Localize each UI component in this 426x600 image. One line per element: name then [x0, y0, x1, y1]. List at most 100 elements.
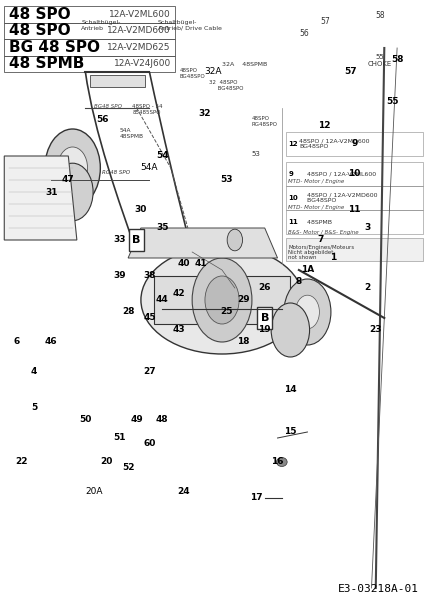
Text: 12: 12	[317, 121, 330, 130]
Text: Schaltbügel-
Antrieb: Schaltbügel- Antrieb	[81, 20, 120, 31]
Text: 48SPO / 12A-V2MD600
    BG48SPO: 48SPO / 12A-V2MD600 BG48SPO	[298, 193, 377, 203]
Text: B: B	[132, 235, 141, 245]
Circle shape	[45, 129, 100, 207]
Text: 32: 32	[198, 109, 211, 118]
Text: 58: 58	[390, 55, 403, 64]
Text: 20A: 20A	[85, 487, 102, 496]
Polygon shape	[4, 156, 77, 240]
Text: RG48 SPO: RG48 SPO	[102, 170, 130, 175]
Circle shape	[271, 303, 309, 357]
Text: 2: 2	[363, 283, 369, 292]
Text: 55: 55	[386, 97, 398, 107]
Text: 11: 11	[288, 219, 297, 225]
Text: 32A    48SPMB: 32A 48SPMB	[222, 62, 267, 67]
Text: 48 SPMB: 48 SPMB	[9, 56, 84, 71]
Text: 48SPO
RG48SPO: 48SPO RG48SPO	[251, 116, 277, 127]
Text: 16: 16	[271, 457, 283, 467]
Text: 38: 38	[143, 271, 155, 280]
Text: 39: 39	[113, 271, 126, 280]
Text: 32A: 32A	[204, 67, 222, 76]
Text: 55
CHOKE: 55 CHOKE	[367, 54, 391, 67]
Text: 50: 50	[79, 415, 91, 424]
Text: 29: 29	[236, 295, 249, 304]
Text: 43: 43	[173, 325, 185, 335]
Text: 54A: 54A	[141, 163, 158, 173]
Polygon shape	[89, 75, 145, 87]
Text: 6: 6	[14, 337, 20, 346]
Circle shape	[52, 163, 93, 221]
Text: 17: 17	[249, 493, 262, 502]
Text: 45: 45	[143, 313, 155, 323]
Ellipse shape	[276, 457, 287, 467]
Text: MTD- Motor / Engine: MTD- Motor / Engine	[288, 205, 344, 210]
Text: 48SPO - 54
85485SPO: 48SPO - 54 85485SPO	[132, 104, 162, 115]
Text: E3-03218A-01: E3-03218A-01	[337, 584, 417, 594]
Text: 48 SPO: 48 SPO	[9, 7, 70, 22]
Text: 48SPMB: 48SPMB	[298, 220, 331, 224]
Text: 54A
48SPMB: 54A 48SPMB	[119, 128, 143, 139]
Text: 12A-V24J600: 12A-V24J600	[113, 59, 170, 68]
Text: 19: 19	[258, 325, 271, 335]
Text: 53: 53	[251, 151, 260, 157]
Text: 18: 18	[236, 337, 249, 346]
Circle shape	[295, 295, 319, 329]
Text: 46: 46	[45, 337, 58, 346]
Text: 12A-V2MD600: 12A-V2MD600	[107, 26, 170, 35]
Text: 44: 44	[155, 295, 168, 304]
Text: Nicht abgebildet-
not shown: Nicht abgebildet- not shown	[288, 250, 335, 260]
Text: B: B	[260, 313, 268, 323]
Bar	[129, 229, 144, 251]
Text: Schaltbügel-
Antrieb/ Drive Cable: Schaltbügel- Antrieb/ Drive Cable	[158, 20, 222, 31]
Bar	[4, 6, 175, 22]
Text: 48: 48	[155, 415, 168, 424]
Text: 12A-V2ML600: 12A-V2ML600	[109, 10, 170, 19]
Bar	[4, 55, 175, 72]
Text: 52: 52	[121, 463, 134, 473]
Text: MTD- Motor / Engine: MTD- Motor / Engine	[288, 179, 344, 184]
Text: 1A: 1A	[300, 265, 314, 275]
Text: 24: 24	[177, 487, 190, 496]
Text: 31: 31	[45, 187, 58, 197]
Text: 9: 9	[351, 139, 357, 148]
Bar	[285, 132, 422, 156]
Text: 7: 7	[317, 235, 322, 245]
Bar	[285, 162, 422, 186]
Polygon shape	[153, 276, 290, 324]
Text: 47: 47	[62, 175, 75, 185]
Text: 48SPO
BG48SPO: 48SPO BG48SPO	[179, 68, 204, 79]
Circle shape	[204, 276, 239, 324]
Text: 40: 40	[177, 259, 190, 268]
Text: 20: 20	[101, 457, 112, 467]
Text: 25: 25	[219, 307, 232, 317]
Text: 58: 58	[375, 11, 385, 20]
Text: 23: 23	[368, 325, 381, 335]
Text: 3: 3	[363, 223, 369, 232]
Text: 33: 33	[113, 235, 126, 245]
Circle shape	[58, 147, 87, 189]
Text: 12A-V2MD625: 12A-V2MD625	[107, 43, 170, 52]
Text: 49: 49	[130, 415, 143, 424]
Text: Motors/Engines/Moteurs: Motors/Engines/Moteurs	[288, 245, 354, 250]
Text: BG 48 SPO: BG 48 SPO	[9, 40, 99, 55]
Text: 5: 5	[31, 404, 37, 413]
Text: 41: 41	[194, 259, 207, 268]
Text: 54: 54	[155, 151, 168, 160]
Text: 4: 4	[31, 367, 37, 377]
Text: 51: 51	[113, 433, 126, 443]
Text: 32  48SPO
     BG48SPO: 32 48SPO BG48SPO	[209, 80, 243, 91]
Text: 56: 56	[96, 115, 109, 124]
Text: 8: 8	[295, 277, 301, 286]
Text: 9: 9	[288, 171, 292, 177]
Circle shape	[227, 229, 242, 251]
Text: 35: 35	[155, 223, 168, 232]
Text: 30: 30	[135, 205, 147, 214]
Ellipse shape	[141, 246, 302, 354]
Bar	[285, 186, 422, 210]
Circle shape	[192, 258, 251, 342]
Text: 48 SPO: 48 SPO	[9, 23, 70, 38]
Text: 12: 12	[288, 141, 297, 147]
Text: 27: 27	[143, 367, 155, 377]
Text: 1: 1	[329, 253, 335, 262]
Text: 15: 15	[283, 427, 296, 436]
Bar	[256, 307, 272, 329]
